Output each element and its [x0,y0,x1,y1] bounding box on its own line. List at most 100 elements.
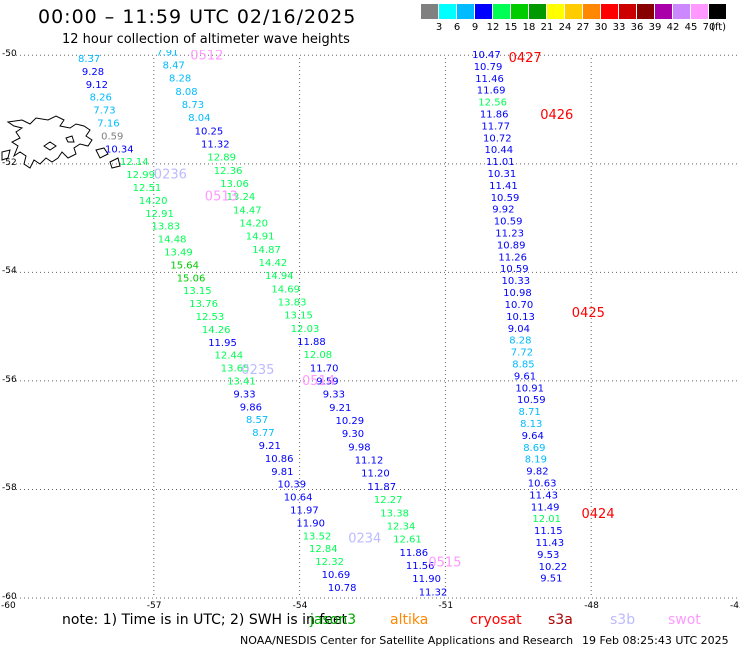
wave-height-value: 11.43 [529,490,558,501]
wave-height-value: 11.26 [498,252,527,263]
wave-height-value: 10.44 [485,145,514,156]
wave-height-value: 10.72 [483,133,512,144]
wave-height-value: 10.29 [336,416,365,427]
wave-height-value: 10.22 [539,562,568,573]
colorbar-label: 12 [486,22,500,33]
wave-height-value: 11.90 [412,574,441,585]
colorbar-label: 30 [594,22,608,33]
mission-legend-item: cryosat [470,612,522,628]
latitude-label: -60 [2,592,17,602]
wave-height-value: 13.83 [278,298,307,309]
wave-height-value: 13.15 [183,286,212,297]
wave-height-value: 10.39 [278,480,307,491]
wave-height-value: 11.56 [406,561,435,572]
wave-height-value: 14.42 [259,258,288,269]
wave-height-value: 9.53 [537,550,559,561]
wave-height-value: 8.13 [520,419,542,430]
colorbar-swatch [637,4,654,19]
wave-height-value: 9.04 [508,324,530,335]
wave-height-value: 10.59 [491,193,520,204]
credit-line: NOAA/NESDIS Center for Satellite Applica… [240,634,574,647]
wave-height-value: 12.32 [315,557,344,568]
colorbar-swatch [529,4,546,19]
wave-height-value: 9.81 [271,467,293,478]
wave-height-value: 13.49 [164,248,193,259]
wave-height-value: 7.72 [511,348,533,359]
wave-height-value: 9.33 [233,389,255,400]
colorbar-swatch [655,4,672,19]
longitude-label: -45 [730,601,740,611]
lat-lon-grid [8,54,737,599]
wave-height-value: 14.69 [271,284,300,295]
wave-height-value: 12.14 [120,157,149,168]
wave-height-value: 9.61 [514,371,536,382]
pass-time-labels: 0512 0513 0514 0515 0236 0235 0234 0427 0426 0425… [154,50,615,571]
pass-time-label: 0426 [540,108,573,123]
colorbar-swatch [673,4,690,19]
wave-height-value: 13.65 [221,364,250,375]
wave-height-value: 15.06 [177,273,206,284]
colorbar-swatch [691,4,708,19]
colorbar-label: 24 [558,22,572,33]
wave-height-map: 8.37 9.28 9.12 8.26 7.73 7.160.59 10.34 12.14 12… [1,50,737,599]
wave-height-value: 13.38 [380,508,409,519]
pass-time-label: 0512 [190,50,223,63]
wave-height-value: 8.19 [525,455,547,466]
wave-height-value: 12.56 [478,98,507,109]
wave-height-value: 0.59 [101,131,123,142]
wave-height-value: 9.64 [522,431,544,442]
longitude-label: -57 [146,601,162,611]
colorbar-swatch [619,4,636,19]
colorbar-label: 18 [522,22,536,33]
pass-time-label: 0515 [428,556,461,571]
wave-height-value: 12.08 [304,350,333,361]
wave-height-value: 8.04 [188,113,210,124]
mission-legend-item: swot [668,612,701,628]
pass-time-label: 0513 [205,189,238,204]
colorbar-label: 70 [702,22,716,33]
wave-height-value: 11.86 [480,110,509,121]
wave-height-value: 9.21 [259,441,281,452]
wave-height-value: 14.20 [239,219,268,230]
wave-height-value: 13.52 [303,531,332,542]
pass-time-label: 0236 [154,168,187,183]
wave-height-value: 9.33 [323,390,345,401]
wave-height-value: 8.28 [509,336,531,347]
island-outline [6,115,93,169]
pass-time-label: 0234 [348,531,381,546]
wave-height-value: 11.49 [531,502,560,513]
wave-height-value: 12.89 [207,153,236,164]
wave-height-value: 12.53 [196,312,225,323]
wave-height-value: 13.41 [227,377,256,388]
wave-height-value: 9.92 [492,205,514,216]
wave-height-value: 9.30 [342,429,364,440]
wave-height-value: 10.47 [472,50,501,61]
wave-height-value: 14.48 [158,235,187,246]
wave-height-value: 11.23 [495,229,524,240]
wave-height-value: 9.51 [540,574,562,585]
wave-height-value: 13.06 [220,179,249,190]
wave-height-value: 11.41 [489,181,518,192]
wave-height-value: 9.28 [82,67,104,78]
wave-height-value: 12.61 [393,535,422,546]
wave-height-value: 7.73 [93,106,115,117]
mission-legend-item: altika [390,612,429,628]
colorbar-label: 33 [612,22,626,33]
colorbar-label: 39 [648,22,662,33]
colorbar-label: 6 [453,22,461,33]
latitude-label: -58 [2,483,17,494]
wave-height-value: 10.89 [497,240,526,251]
falkland-coastline [1,115,121,169]
wave-height-value: 12.03 [291,324,320,335]
wave-height-value: 11.01 [486,157,515,168]
colorbar-swatch [583,4,600,19]
wave-height-value: 11.70 [310,363,339,374]
wave-height-value: 12.27 [374,495,403,506]
wave-height-value: 8.57 [246,415,268,426]
wave-height-value: 10.59 [517,395,546,406]
wave-height-value: 8.77 [252,428,274,439]
generated-timestamp: 19 Feb 08:25:43 UTC 2025 [582,634,729,647]
wave-height-value: 10.69 [322,570,351,581]
wave-height-value: 8.71 [519,407,541,418]
wave-height-value: 7.91 [156,50,178,58]
